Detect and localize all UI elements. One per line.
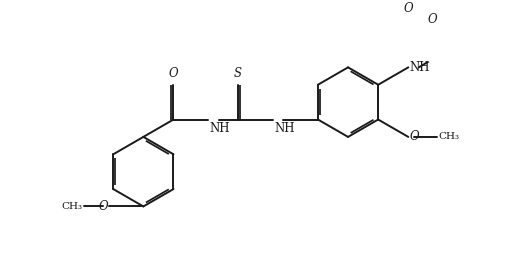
Text: NH: NH bbox=[210, 122, 230, 135]
Text: O: O bbox=[428, 13, 437, 26]
Text: NH: NH bbox=[410, 61, 430, 74]
Text: CH₃: CH₃ bbox=[62, 202, 83, 211]
Text: O: O bbox=[410, 131, 420, 144]
Text: CH₃: CH₃ bbox=[438, 132, 459, 141]
Text: S: S bbox=[234, 67, 242, 80]
Text: O: O bbox=[404, 2, 413, 15]
Text: O: O bbox=[98, 200, 108, 213]
Text: NH: NH bbox=[274, 122, 294, 135]
Text: O: O bbox=[169, 67, 179, 80]
